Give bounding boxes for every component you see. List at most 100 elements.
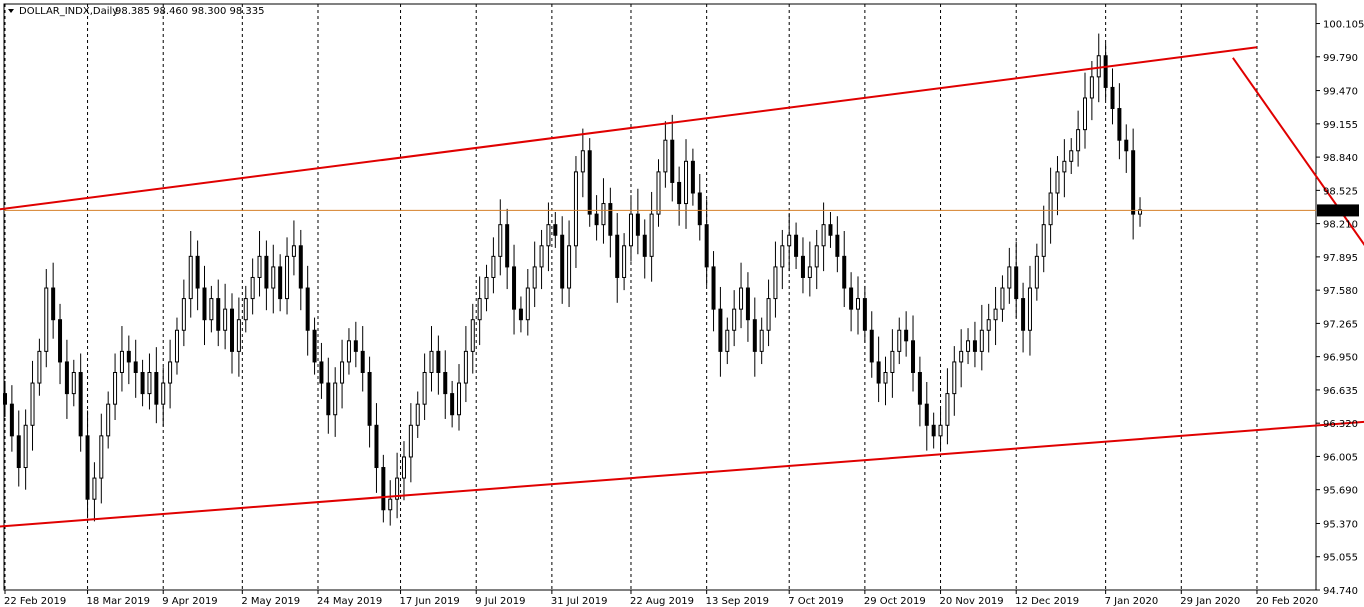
x-tick-label: 29 Jan 2020 [1180, 596, 1240, 607]
y-tick-label: 95.370 [1323, 519, 1358, 530]
candle-body [553, 224, 558, 236]
candle-body [608, 203, 613, 236]
candle-body [1062, 160, 1067, 173]
x-tick-label: 17 Jun 2019 [400, 596, 460, 607]
candle-body [1103, 55, 1108, 88]
candle-body [422, 371, 427, 405]
candle-body [1110, 86, 1115, 110]
candle-body [168, 361, 173, 384]
candle-body [567, 245, 572, 289]
candle-body [539, 245, 544, 268]
candle-body [979, 329, 984, 352]
y-tick-label: 99.470 [1323, 87, 1358, 98]
y-tick-label: 94.740 [1323, 586, 1358, 597]
candle-body [986, 319, 991, 331]
candle-body [573, 171, 578, 247]
y-tick-label: 98.525 [1323, 186, 1358, 197]
candle-body [195, 255, 200, 289]
x-tick-label: 24 May 2019 [317, 596, 382, 607]
vertical-grid [4, 4, 1258, 590]
candle-body [326, 382, 331, 416]
x-tick-label: 7 Jan 2020 [1105, 596, 1159, 607]
candle-body [690, 160, 695, 194]
candle-body [752, 319, 757, 352]
collapse-triangle-icon[interactable] [8, 9, 14, 13]
ohlc-values: 98.385 98.460 98.300 98.335 [115, 6, 265, 17]
candle-body [181, 298, 186, 331]
current-price-label-text: 98.335 [1321, 206, 1356, 217]
candle-body [780, 245, 785, 268]
trendline-lower-channel [0, 420, 1364, 528]
candle-body [546, 224, 551, 247]
x-tick-label: 20 Nov 2019 [940, 596, 1004, 607]
x-tick-label: 22 Feb 2019 [4, 596, 66, 607]
candle-body [718, 308, 723, 352]
candle-body [9, 403, 14, 437]
candle-body [463, 350, 468, 384]
candle-body [1138, 209, 1143, 215]
candle-body [23, 424, 28, 469]
candle-body [532, 266, 537, 289]
candle-body [415, 403, 420, 426]
candle-body [821, 224, 826, 247]
candle-body [353, 340, 358, 352]
candle-body [739, 287, 744, 310]
x-tick-label: 2 May 2019 [241, 596, 300, 607]
candle-body [78, 371, 83, 437]
x-tick-label: 9 Jul 2019 [475, 596, 525, 607]
candle-body [684, 160, 689, 205]
candle-body [1096, 55, 1101, 78]
candle-body [1089, 76, 1094, 99]
candle-body [711, 266, 716, 310]
candle-body [360, 350, 365, 373]
candle-body [470, 319, 475, 352]
candle-body [1117, 108, 1122, 141]
candle-body [346, 340, 351, 363]
candle-body [642, 234, 647, 257]
candle-body [931, 424, 936, 437]
candle-body [601, 203, 606, 226]
candle-body [51, 287, 56, 321]
candle-body [945, 393, 950, 426]
candle-body [505, 224, 510, 268]
x-tick-label: 18 Mar 2019 [87, 596, 150, 607]
candle-body [1048, 192, 1053, 226]
candle-body [560, 234, 565, 289]
candle-body [966, 340, 971, 352]
candle-body [862, 298, 867, 331]
x-tick-label: 9 Apr 2019 [162, 596, 217, 607]
candle-body [677, 181, 682, 205]
candle-body [525, 287, 530, 321]
candle-body [656, 171, 661, 215]
candle-body [800, 255, 805, 278]
candle-body [154, 371, 159, 405]
symbol-label: DOLLAR_INDX,Daily [19, 6, 118, 17]
candle-body [897, 329, 902, 352]
candle-body [408, 424, 413, 458]
candle-body [30, 382, 35, 426]
x-tick-label: 12 Dec 2019 [1015, 596, 1079, 607]
candle-body [429, 350, 434, 373]
candle-body [202, 287, 207, 321]
candle-body [250, 276, 255, 300]
candle-body [835, 234, 840, 257]
candle-body [271, 266, 276, 289]
candle-body [1000, 287, 1005, 310]
candle-body [64, 361, 69, 395]
candle-body [773, 266, 778, 300]
candle-body [855, 298, 860, 310]
candle-body [635, 213, 640, 236]
candle-body [367, 371, 372, 426]
candle-body [704, 224, 709, 268]
candle-body [113, 371, 118, 405]
candle-body [697, 192, 702, 226]
candle-body [1069, 150, 1074, 162]
candle-body [518, 308, 523, 321]
candle-body [1055, 171, 1060, 194]
x-tick-label: 31 Jul 2019 [551, 596, 608, 607]
candle-body [285, 255, 290, 300]
candle-body [732, 308, 737, 331]
trendline-projection [1232, 57, 1364, 246]
